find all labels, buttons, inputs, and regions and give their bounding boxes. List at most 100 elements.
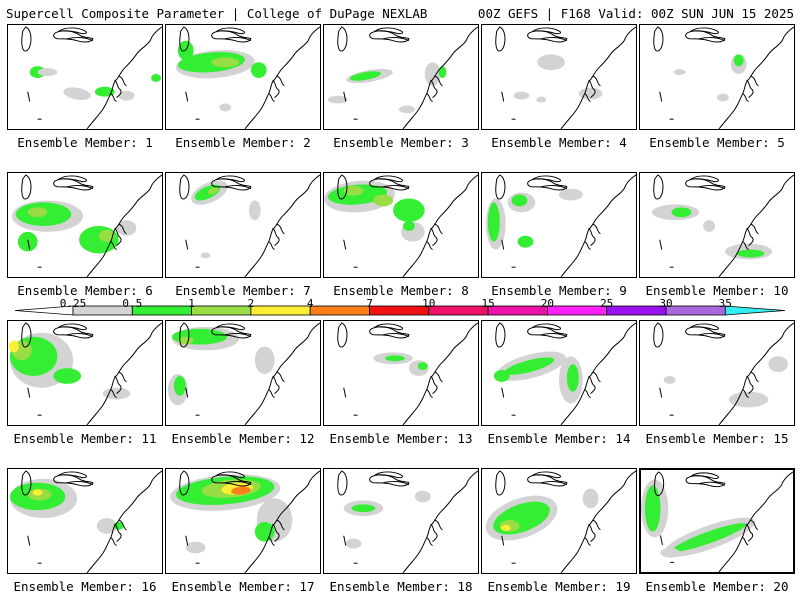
coastline <box>541 480 568 486</box>
ensemble-panel-18[interactable] <box>323 468 479 574</box>
coastline <box>746 75 759 98</box>
ensemble-member-label: Ensemble Member: 10 <box>645 283 789 298</box>
ensemble-panel-8[interactable] <box>323 172 479 278</box>
coastline <box>531 471 562 479</box>
coastline <box>653 322 664 348</box>
color-legend <box>0 296 800 320</box>
ensemble-member-label: Ensemble Member: 20 <box>645 579 789 594</box>
coastline <box>383 332 410 338</box>
ensemble-panel-12[interactable] <box>165 320 321 426</box>
coastline <box>430 223 443 246</box>
scp-contour-green <box>254 521 275 542</box>
coastline <box>179 174 190 200</box>
coastline <box>244 26 320 129</box>
coastline <box>718 174 794 277</box>
coastline <box>337 26 348 52</box>
ensemble-panel-9[interactable] <box>481 172 637 278</box>
ensemble-panel-4[interactable] <box>481 24 637 130</box>
ensemble-member-label: Ensemble Member: 14 <box>487 431 631 446</box>
coastline <box>57 175 88 183</box>
ensemble-panel-3[interactable] <box>323 24 479 130</box>
scp-contour-light_gray <box>63 87 91 100</box>
coastline <box>689 175 720 183</box>
coastline <box>430 371 443 394</box>
scp-contour-green <box>566 364 579 392</box>
coastline <box>383 480 410 486</box>
coastline <box>742 536 749 546</box>
ensemble-panel-14[interactable] <box>481 320 637 426</box>
coastline <box>383 184 410 190</box>
coastline <box>215 27 246 35</box>
scp-map-14 <box>493 322 636 425</box>
scp-contour-light_gray <box>728 391 769 408</box>
coastline <box>531 27 562 35</box>
legend-band-orange <box>309 305 370 316</box>
coastline <box>272 75 285 98</box>
coastline <box>57 471 88 479</box>
run-info: 00Z GEFS | F168 Valid: 00Z SUN JUN 15 20… <box>477 6 794 21</box>
coastline <box>560 322 636 425</box>
scp-contour-light_gray <box>219 103 232 112</box>
coastline <box>110 537 117 546</box>
coastline <box>369 326 410 339</box>
coastline <box>86 470 162 573</box>
scp-contour-green <box>177 40 194 61</box>
coastline <box>742 389 749 398</box>
coastline <box>699 36 726 42</box>
coastline <box>21 174 32 200</box>
ensemble-panel-7[interactable] <box>165 172 321 278</box>
ensemble-panel-15[interactable] <box>639 320 795 426</box>
ensemble-panel-16[interactable] <box>7 468 163 574</box>
coastline <box>402 26 478 129</box>
ensemble-panel-2[interactable] <box>165 24 321 130</box>
scp-contour-light_green <box>211 57 240 68</box>
coastline <box>745 519 759 542</box>
coastline <box>588 223 601 246</box>
legend-tick-label: 2 <box>247 297 255 310</box>
ensemble-panel-11[interactable] <box>7 320 163 426</box>
scp-map-19 <box>485 470 636 573</box>
ensemble-panel-5[interactable] <box>639 24 795 130</box>
scp-contour-light_gray <box>345 538 362 549</box>
ensemble-panel-17[interactable] <box>165 468 321 574</box>
scp-map-9 <box>485 174 636 277</box>
coastline <box>560 26 636 129</box>
coastline <box>742 241 749 250</box>
scp-contour-green <box>393 198 425 223</box>
coastline <box>244 174 320 277</box>
coastline <box>426 537 433 546</box>
scp-contour-green <box>349 71 382 81</box>
coastline <box>211 178 252 191</box>
scp-contour-light_green <box>177 336 194 345</box>
coastline <box>225 184 252 190</box>
coastline <box>383 36 410 42</box>
ensemble-panel-19[interactable] <box>481 468 637 574</box>
coastline <box>215 471 246 479</box>
coastline <box>272 223 285 246</box>
coastline <box>584 241 591 250</box>
legend-bar <box>14 305 786 316</box>
scp-contour-green <box>733 54 744 67</box>
ensemble-panel-6[interactable] <box>7 172 163 278</box>
ensemble-panel-20[interactable] <box>639 468 795 574</box>
coastline <box>185 239 189 250</box>
coastline <box>343 387 347 398</box>
coastline <box>742 93 749 102</box>
scp-contour-light_gray <box>663 375 676 384</box>
coastline <box>690 472 720 479</box>
scp-contour-green <box>173 375 186 396</box>
coastline <box>746 371 759 394</box>
scp-contour-light_gray <box>660 547 680 558</box>
coastline <box>244 470 320 573</box>
scp-contour-light_green <box>27 207 48 218</box>
legend-tick-label: 7 <box>366 297 373 310</box>
ensemble-panel-1[interactable] <box>7 24 163 130</box>
scp-contour-green <box>351 504 376 513</box>
scp-contour-green <box>417 362 428 371</box>
coastline <box>689 323 720 331</box>
coastline <box>272 371 285 394</box>
coastline <box>689 27 720 35</box>
ensemble-panel-10[interactable] <box>639 172 795 278</box>
ensemble-panel-13[interactable] <box>323 320 479 426</box>
scp-contour-green <box>385 355 405 362</box>
